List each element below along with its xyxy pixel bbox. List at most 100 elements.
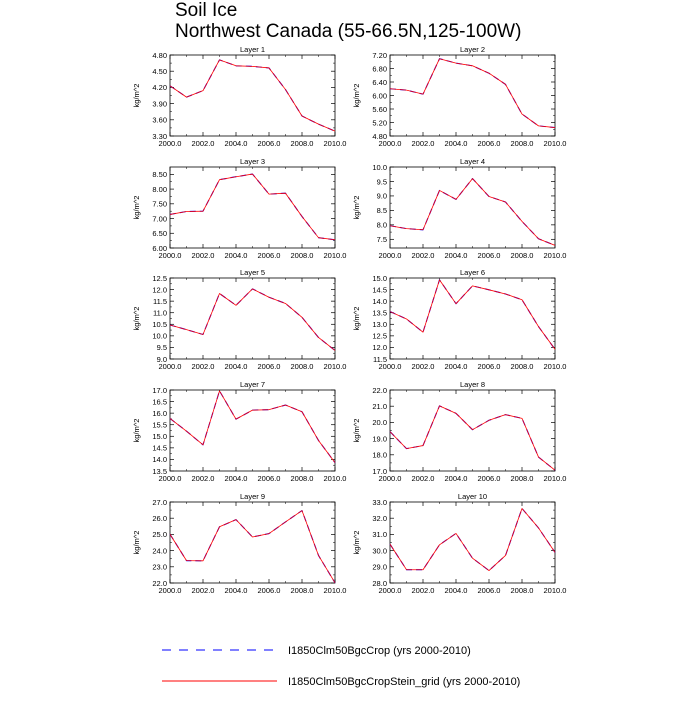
x-tick-label: 2002.0 [412, 251, 435, 260]
y-tick-label: 12.0 [152, 285, 167, 294]
y-tick-label: 12.5 [152, 274, 167, 283]
figure-title: Soil Ice [175, 0, 238, 21]
panel-layer-5: Layer 5 kg/m^2 9.0 9.5 10.0 10.5 11.0 11.5 12.0 1… [132, 268, 346, 371]
x-tick-label: 2006.0 [478, 139, 501, 148]
legend-item-1: I1850Clm50BgcCrop (yrs 2000-2010) [162, 645, 471, 657]
y-tick-label: 8.5 [377, 206, 387, 215]
plot-frame [169, 389, 336, 472]
x-tick-label: 2002.0 [192, 362, 215, 371]
panel-layer-2: Layer 2 kg/m^2 4.80 5.20 5.60 6.00 6.40 6.80 7.2… [352, 45, 566, 148]
series-line-2 [169, 288, 336, 351]
y-tick-label: 10.0 [372, 163, 387, 172]
y-tick-label: 7.20 [372, 51, 387, 60]
y-tick-label: 9.0 [157, 355, 167, 364]
y-tick-label: 19.0 [372, 434, 387, 443]
panel-layer-4: Layer 4 kg/m^2 7.5 8.0 8.5 9.0 9.5 10.0 2000.0 20… [352, 157, 566, 260]
panel-title: Layer 8 [460, 380, 485, 389]
y-tick-label: 3.30 [152, 132, 167, 141]
series-line-1 [169, 510, 336, 584]
y-tick-label: 22.0 [372, 386, 387, 395]
plot-frame [169, 277, 336, 360]
y-tick-label: 18.0 [372, 451, 387, 460]
x-tick-label: 2008.0 [511, 251, 534, 260]
y-tick-label: 31.0 [372, 530, 387, 539]
y-tick-label: 25.0 [152, 530, 167, 539]
legend-item-2: I1850Clm50BgcCropStein_grid (yrs 2000-20… [162, 676, 520, 688]
series-line-1 [389, 178, 556, 246]
x-tick-label: 2000.0 [379, 474, 402, 483]
series-line-1 [389, 58, 556, 129]
y-tick-label: 9.0 [377, 192, 387, 201]
x-tick-label: 2010.0 [544, 474, 567, 483]
y-axis-label: kg/m^2 [132, 419, 141, 443]
y-tick-label: 14.0 [372, 297, 387, 306]
series-line-1 [169, 288, 336, 351]
series-line-2 [169, 390, 336, 463]
x-tick-label: 2002.0 [192, 474, 215, 483]
y-tick-label: 26.0 [152, 514, 167, 523]
y-tick-label: 8.00 [152, 185, 167, 194]
y-tick-label: 33.0 [372, 498, 387, 507]
y-tick-label: 4.50 [152, 67, 167, 76]
y-tick-label: 14.5 [152, 444, 167, 453]
series-line-2 [169, 510, 336, 584]
plot-frame [389, 389, 556, 472]
x-tick-label: 2010.0 [324, 474, 347, 483]
panel-title: Layer 3 [240, 157, 265, 166]
y-tick-label: 10.5 [152, 320, 167, 329]
panel-layer-8: Layer 8 kg/m^2 17.0 18.0 19.0 20.0 21.0 22.0 200… [352, 380, 566, 483]
x-tick-label: 2002.0 [412, 586, 435, 595]
x-tick-label: 2008.0 [291, 586, 314, 595]
y-axis-label: kg/m^2 [352, 196, 361, 220]
x-tick-label: 2008.0 [291, 474, 314, 483]
y-tick-label: 16.0 [152, 409, 167, 418]
x-tick-label: 2004.0 [225, 139, 248, 148]
x-tick-label: 2006.0 [258, 586, 281, 595]
y-tick-label: 13.5 [152, 467, 167, 476]
x-tick-label: 2006.0 [258, 139, 281, 148]
y-tick-label: 6.40 [372, 78, 387, 87]
x-tick-label: 2002.0 [412, 139, 435, 148]
x-tick-label: 2008.0 [511, 474, 534, 483]
y-tick-label: 13.0 [372, 320, 387, 329]
plot-frame [389, 277, 556, 360]
panel-title: Layer 5 [240, 268, 265, 277]
y-tick-label: 3.60 [152, 116, 167, 125]
y-tick-label: 6.00 [372, 91, 387, 100]
legend-label: I1850Clm50BgcCropStein_grid (yrs 2000-20… [288, 676, 520, 688]
y-axis-label: kg/m^2 [352, 531, 361, 555]
x-tick-label: 2000.0 [379, 139, 402, 148]
y-tick-label: 21.0 [372, 402, 387, 411]
x-tick-label: 2000.0 [379, 586, 402, 595]
x-tick-label: 2010.0 [544, 586, 567, 595]
y-axis-label: kg/m^2 [352, 307, 361, 331]
x-tick-label: 2002.0 [192, 586, 215, 595]
panel-title: Layer 9 [240, 492, 265, 501]
x-tick-label: 2010.0 [324, 251, 347, 260]
y-tick-label: 22.0 [152, 579, 167, 588]
x-tick-label: 2000.0 [159, 586, 182, 595]
plot-frame [169, 166, 336, 249]
y-tick-label: 15.0 [372, 274, 387, 283]
x-tick-label: 2004.0 [445, 474, 468, 483]
y-tick-label: 14.0 [152, 455, 167, 464]
x-tick-label: 2004.0 [445, 586, 468, 595]
x-tick-label: 2004.0 [225, 586, 248, 595]
y-tick-label: 17.0 [372, 467, 387, 476]
y-axis-label: kg/m^2 [132, 84, 141, 108]
y-tick-label: 8.0 [377, 221, 387, 230]
y-tick-label: 4.80 [372, 132, 387, 141]
y-axis-label: kg/m^2 [132, 307, 141, 331]
y-tick-label: 3.90 [152, 99, 167, 108]
plot-frame [169, 501, 336, 584]
y-tick-label: 6.50 [152, 229, 167, 238]
x-tick-label: 2004.0 [225, 251, 248, 260]
y-tick-label: 5.20 [372, 118, 387, 127]
y-tick-label: 28.0 [372, 579, 387, 588]
x-tick-label: 2008.0 [511, 139, 534, 148]
y-tick-label: 16.5 [152, 397, 167, 406]
y-tick-label: 20.0 [372, 418, 387, 427]
y-axis-label: kg/m^2 [352, 419, 361, 443]
series-line-2 [389, 508, 556, 571]
